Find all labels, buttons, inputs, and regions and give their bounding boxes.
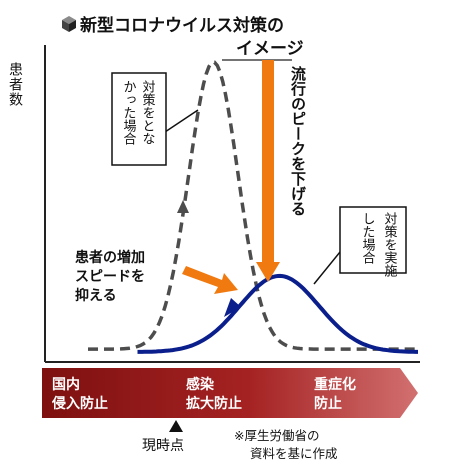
phase-1-line-1: 国内 (52, 376, 80, 393)
dashed-curve-arrow-icon (177, 200, 189, 213)
source-note-line-1: ※厚生労働省の (234, 428, 319, 443)
phase-arrow-bar (42, 368, 418, 418)
with-measures-label-line-2: した場合 (360, 212, 376, 264)
no-measures-label-line-2: かった場合 (121, 80, 137, 145)
title-line-1: 新型コロナウイルス対策の (80, 15, 284, 36)
phase-2-line-2: 拡大防止 (186, 395, 242, 412)
triangle-up-icon (169, 420, 183, 432)
title-line-2: イメージ (236, 39, 304, 59)
chart-title: 新型コロナウイルス対策の イメージ (62, 15, 304, 59)
phase-3-line-2: 防止 (314, 395, 342, 412)
cube-icon (62, 16, 76, 32)
solid-curve-arrow-icon (224, 298, 241, 317)
peak-lower-label: 流行のピークを下げる (289, 65, 307, 216)
y-axis-label: 患者数 (7, 62, 23, 107)
phase-3-line-1: 重症化 (314, 376, 356, 393)
with-measures-label-line-1: 対策を実施 (382, 212, 398, 277)
slow-speed-label-line-1: 患者の増加 (75, 249, 145, 266)
no-measures-label-box: 対策をとな かった場合 (111, 72, 199, 166)
slow-speed-label-line-2: スピードを (75, 269, 145, 285)
peak-lower-arrow (222, 59, 292, 282)
slow-speed-arrow (182, 266, 238, 294)
source-note-line-2: 資料を基に作成 (250, 446, 338, 461)
with-measures-label-box: 対策を実施 した場合 (313, 206, 407, 285)
phase-2-line-1: 感染 (186, 376, 215, 393)
current-point-label: 現時点 (142, 438, 184, 454)
phase-1-line-2: 侵入防止 (51, 395, 108, 412)
slow-speed-label-line-3: 抑える (75, 287, 117, 304)
series-no-measures-line (88, 60, 418, 351)
series-with-measures-line (137, 273, 418, 354)
no-measures-label-line-1: 対策をとな (140, 80, 156, 145)
